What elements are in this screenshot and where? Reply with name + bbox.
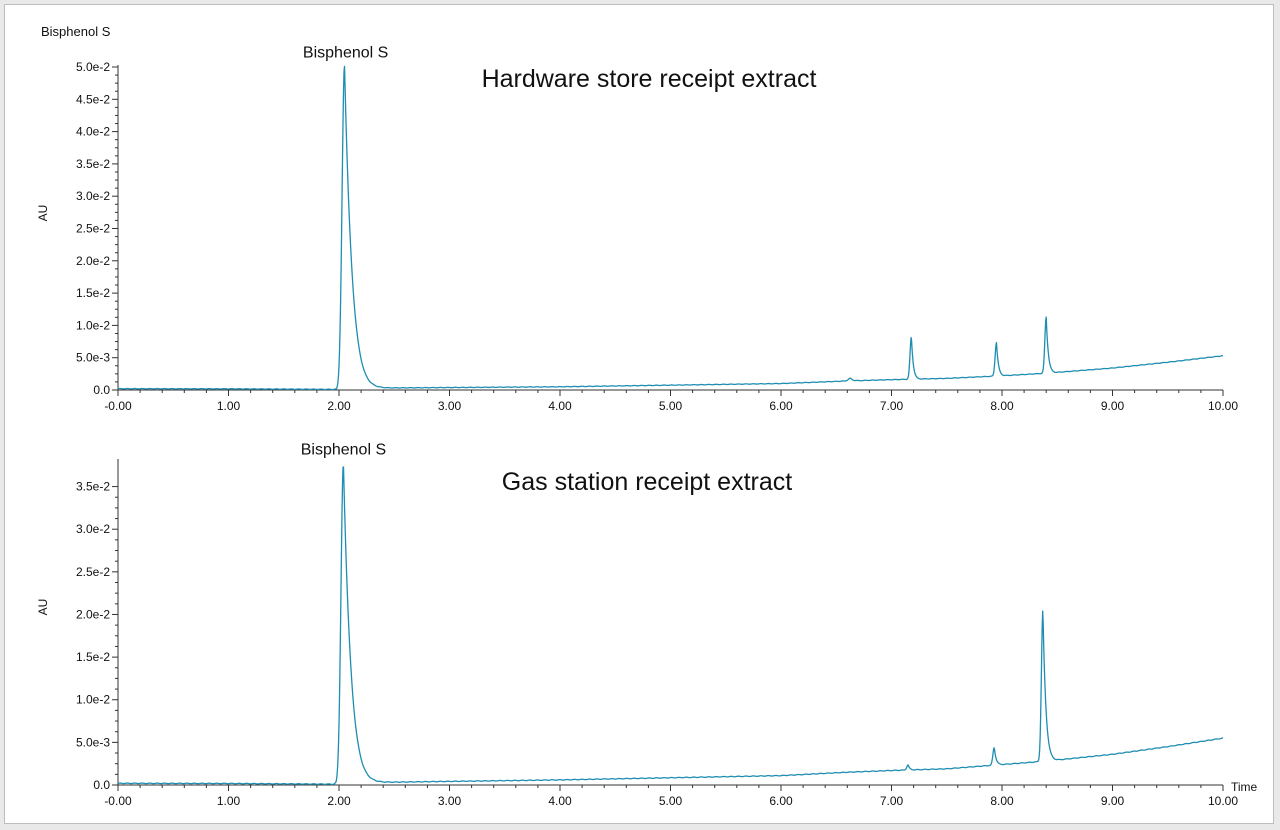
chart-title: Hardware store receipt extract [482, 65, 817, 93]
x-tick-label: 9.00 [1101, 399, 1125, 413]
x-tick-label: 2.00 [327, 794, 351, 808]
y-tick-label: 0.0 [93, 778, 110, 792]
x-tick-label: 3.00 [438, 399, 462, 413]
figure-frame: Bisphenol S -0.00 1.00 2.00 3.00 4.00 5.00 6.00… [4, 4, 1274, 824]
peak-annotation: Bisphenol S [301, 442, 386, 459]
y-tick-label: 2.0e-2 [76, 254, 110, 268]
y-tick-label: 3.0e-2 [76, 189, 110, 203]
y-tick-label: 3.0e-2 [76, 522, 110, 536]
y-tick-label: 5.0e-3 [76, 735, 110, 749]
y-tick-label: 1.5e-2 [76, 650, 110, 664]
x-tick-label: 4.00 [548, 399, 572, 413]
x-tick-label: 9.00 [1101, 794, 1125, 808]
y-tick-label: 1.5e-2 [76, 286, 110, 300]
y-tick-label: 1.0e-2 [76, 318, 110, 332]
x-tick-label: -0.00 [104, 399, 132, 413]
y-axis-label: AU [36, 599, 50, 616]
chromatogram-trace-2 [117, 466, 1224, 786]
x-tick-label: 1.00 [217, 794, 241, 808]
y-tick-label: 1.0e-2 [76, 693, 110, 707]
x-tick-label: -0.00 [104, 794, 132, 808]
x-tick-label: 7.00 [880, 399, 904, 413]
y-tick-label: 4.0e-2 [76, 125, 110, 139]
peak-annotation: Bisphenol S [303, 45, 388, 62]
y-tick-label: 2.5e-2 [76, 222, 110, 236]
y-tick-label: 3.5e-2 [76, 157, 110, 171]
x-tick-label: 4.00 [548, 794, 572, 808]
y-axis-label: AU [36, 205, 50, 222]
y-tick-label: 5.0e-2 [76, 60, 110, 74]
y-tick-label: 2.0e-2 [76, 607, 110, 621]
x-tick-label: 10.00 [1208, 794, 1238, 808]
y-tick-label: 2.5e-2 [76, 565, 110, 579]
x-tick-label: 5.00 [659, 399, 683, 413]
y-tick-label: 3.5e-2 [76, 480, 110, 494]
x-tick-label: 8.00 [990, 794, 1014, 808]
y-tick-label: 5.0e-3 [76, 351, 110, 365]
x-tick-label: 8.00 [990, 399, 1014, 413]
x-tick-label: 5.00 [659, 794, 683, 808]
header-label: Bisphenol S [41, 24, 111, 39]
y-tick-label: 4.5e-2 [76, 92, 110, 106]
x-tick-label: 1.00 [217, 399, 241, 413]
chromatogram-trace-1 [117, 65, 1224, 391]
x-tick-label: 6.00 [769, 794, 793, 808]
chart-title: Gas station receipt extract [502, 468, 792, 496]
y-tick-label: 0.0 [93, 383, 110, 397]
x-tick-label: 10.00 [1208, 399, 1238, 413]
x-tick-label: 2.00 [327, 399, 351, 413]
x-tick-label: 6.00 [769, 399, 793, 413]
x-axis-label: Time [1231, 780, 1258, 794]
x-tick-label: 3.00 [438, 794, 462, 808]
x-tick-label: 7.00 [880, 794, 904, 808]
chromatogram-figure: Bisphenol S -0.00 1.00 2.00 3.00 4.00 5.00 6.00… [36, 24, 1258, 808]
